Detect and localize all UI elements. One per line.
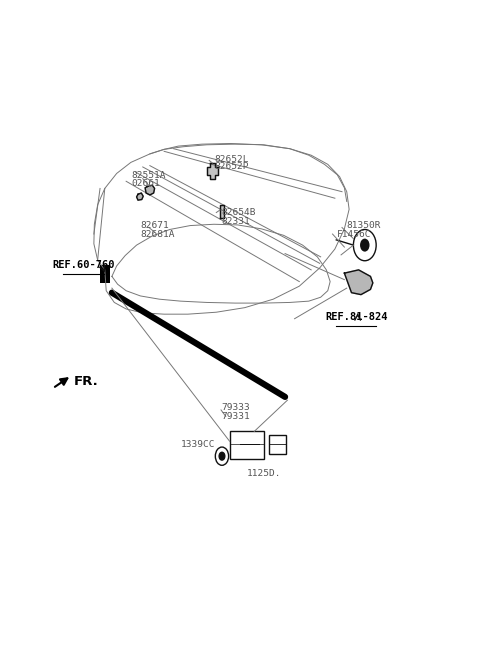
Text: REF.60-760: REF.60-760 (52, 260, 115, 269)
Bar (269, 436, 286, 453)
Polygon shape (219, 205, 224, 217)
Text: F1456C: F1456C (337, 229, 372, 238)
Text: 81350R: 81350R (347, 221, 381, 230)
Text: 82551A: 82551A (131, 171, 166, 180)
Text: FR.: FR. (74, 375, 99, 388)
Polygon shape (207, 163, 218, 179)
Bar (229, 432, 264, 459)
Text: 1339CC: 1339CC (180, 440, 215, 449)
Circle shape (360, 238, 370, 252)
Text: 82652P: 82652P (214, 162, 249, 171)
Bar (100, 265, 110, 283)
Text: 02661: 02661 (131, 179, 160, 189)
Text: 82331: 82331 (221, 217, 250, 225)
Polygon shape (145, 185, 155, 195)
Polygon shape (344, 270, 373, 294)
Text: 1125D.: 1125D. (247, 468, 282, 478)
Text: REF.81-824: REF.81-824 (325, 312, 387, 322)
Text: 79331: 79331 (221, 412, 250, 421)
Text: 82652L: 82652L (214, 154, 249, 164)
Polygon shape (137, 193, 143, 200)
Text: 82671: 82671 (140, 221, 169, 230)
Text: 82681A: 82681A (140, 229, 175, 238)
Circle shape (219, 452, 225, 460)
Text: 82654B: 82654B (221, 208, 255, 217)
Text: 79333: 79333 (221, 403, 250, 413)
